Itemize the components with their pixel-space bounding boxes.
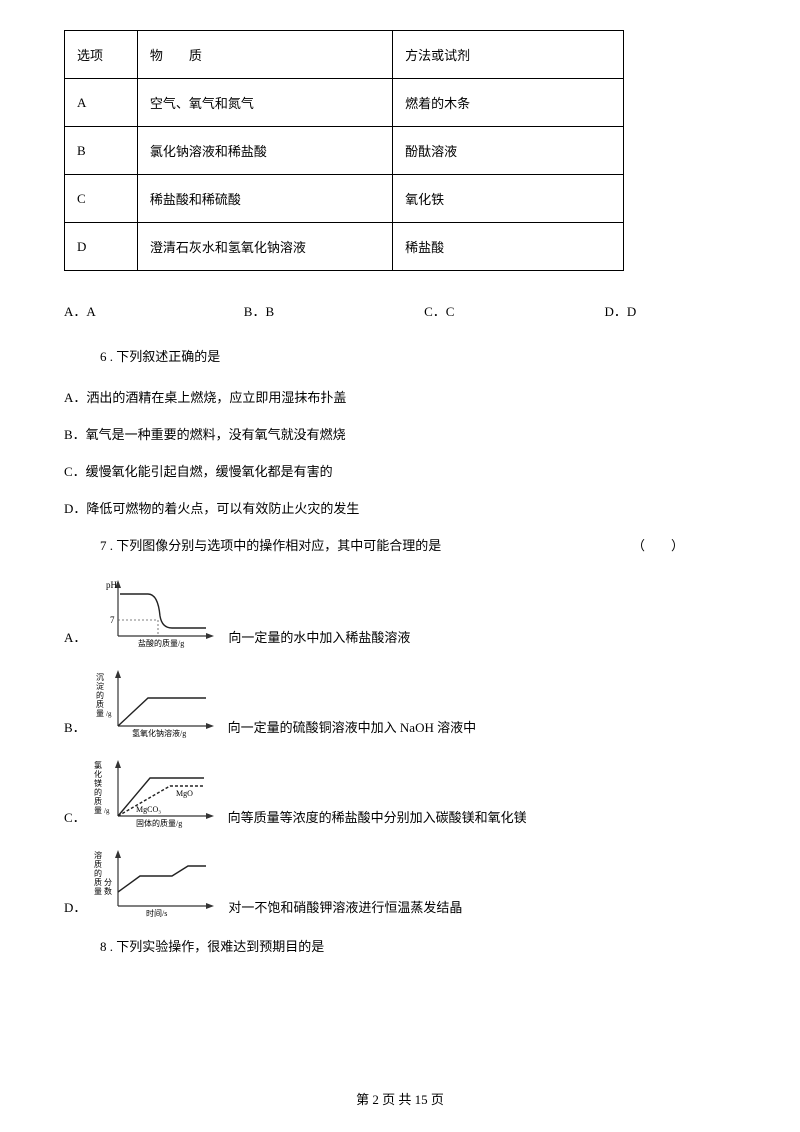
q7-b-label: B． [64,717,86,738]
svg-text:/g: /g [106,710,112,718]
q7-a-label: A． [64,627,86,648]
svg-text:量: 量 [94,887,102,896]
q7-option-b-row: B． 沉 淀 的 质 量 /g 氢氧化钠溶液/g 向一定量的硫酸铜溶液中加入 N… [64,666,736,738]
chart-b-yl1: 沉 [96,673,104,682]
table-row: A 空气、氧气和氮气 燃着的木条 [65,79,624,127]
chart-c-mgo: MgO [176,789,193,798]
svg-text:化: 化 [94,769,102,779]
q7-c-label: C． [64,807,86,828]
question-7: 7 . 下列图像分别与选项中的操作相对应，其中可能合理的是 （ ） [64,535,736,554]
answer-choices: A．A B．B C．C D．D [64,301,736,320]
answer-b: B．B [244,301,274,320]
header-method: 方法或试剂 [393,31,624,79]
svg-text:量: 量 [96,709,104,718]
chart-d: 溶 质 的 质 量 分 数 时间/s [92,846,222,918]
header-option: 选项 [65,31,138,79]
chart-b: 沉 淀 的 质 量 /g 氢氧化钠溶液/g [92,666,222,738]
page-footer: 第 2 页 共 15 页 [0,1089,800,1108]
table-row: D 澄清石灰水和氢氧化钠溶液 稀盐酸 [65,223,624,271]
question-8: 8 . 下列实验操作，很难达到预期目的是 [64,936,736,955]
svg-text:质: 质 [96,699,104,709]
answer-c: C．C [424,301,454,320]
cell-substance: 空气、氧气和氮气 [137,79,392,127]
table-row: C 稀盐酸和稀硫酸 氧化铁 [65,175,624,223]
cell-method: 燃着的木条 [393,79,624,127]
chart-a-xlabel: 盐酸的质量/g [138,638,184,648]
q6-option-a: A．洒出的酒精在桌上燃烧，应立即用湿抹布扑盖 [64,387,736,406]
svg-text:量: 量 [94,806,102,815]
svg-text:分: 分 [104,878,112,887]
cell-method: 氧化铁 [393,175,624,223]
q7-option-c-row: C． 氯 化 镁 的 质 量 /g MgO MgCO₃ 固体的质量/g 向等质量… [64,756,736,828]
chart-c-xlabel: 固体的质量/g [136,818,182,828]
q7-blank: （ ） [632,535,684,554]
cell-substance: 氯化钠溶液和稀盐酸 [137,127,392,175]
header-substance: 物 质 [137,31,392,79]
cell-option: C [65,175,138,223]
table-row: B 氯化钠溶液和稀盐酸 酚酞溶液 [65,127,624,175]
cell-option: D [65,223,138,271]
svg-text:的: 的 [94,868,102,878]
chart-b-xlabel: 氢氧化钠溶液/g [132,728,186,738]
q7-c-text: 向等质量等浓度的稀盐酸中分别加入碳酸镁和氧化镁 [228,807,527,828]
svg-text:的: 的 [96,690,104,700]
q7-b-text: 向一定量的硫酸铜溶液中加入 NaOH 溶液中 [228,717,476,738]
q7-option-d-row: D． 溶 质 的 质 量 分 数 时间/s 对一不饱和硝酸钾溶液进行恒温蒸发结晶 [64,846,736,918]
svg-text:淀: 淀 [96,681,104,691]
svg-text:质: 质 [94,796,102,806]
q7-d-label: D． [64,897,86,918]
chart-a: pH 7 盐酸的质量/g [92,576,222,648]
answer-a: A．A [64,301,96,320]
table-header-row: 选项 物 质 方法或试剂 [65,31,624,79]
cell-substance: 澄清石灰水和氢氧化钠溶液 [137,223,392,271]
chart-d-xlabel: 时间/s [146,908,167,918]
answer-d: D．D [604,301,636,320]
q6-option-c: C．缓慢氧化能引起自燃，缓慢氧化都是有害的 [64,461,736,480]
q7-a-text: 向一定量的水中加入稀盐酸溶液 [228,627,410,648]
chart-a-ylabel: pH [106,580,118,590]
svg-text:/g: /g [104,807,110,815]
cell-method: 酚酞溶液 [393,127,624,175]
question-6: 6 . 下列叙述正确的是 [64,346,736,365]
options-table: 选项 物 质 方法或试剂 A 空气、氧气和氮气 燃着的木条 B 氯化钠溶液和稀盐… [64,30,624,271]
svg-text:氯: 氯 [94,760,102,770]
chart-a-ytick: 7 [110,615,115,625]
q7-title: 7 . 下列图像分别与选项中的操作相对应，其中可能合理的是 [100,538,441,553]
svg-text:质: 质 [94,859,102,869]
q7-option-a-row: A． pH 7 盐酸的质量/g 向一定量的水中加入稀盐酸溶液 [64,576,736,648]
cell-method: 稀盐酸 [393,223,624,271]
chart-c: 氯 化 镁 的 质 量 /g MgO MgCO₃ 固体的质量/g [92,756,222,828]
cell-option: B [65,127,138,175]
svg-text:溶: 溶 [94,850,102,860]
q6-option-b: B．氧气是一种重要的燃料，没有氧气就没有燃烧 [64,424,736,443]
chart-c-mgco3: MgCO₃ [136,805,161,814]
svg-text:质: 质 [94,877,102,887]
svg-text:的: 的 [94,787,102,797]
q7-d-text: 对一不饱和硝酸钾溶液进行恒温蒸发结晶 [228,897,462,918]
svg-text:数: 数 [104,886,112,896]
svg-text:镁: 镁 [94,778,102,788]
cell-substance: 稀盐酸和稀硫酸 [137,175,392,223]
q6-option-d: D．降低可燃物的着火点，可以有效防止火灾的发生 [64,498,736,517]
cell-option: A [65,79,138,127]
